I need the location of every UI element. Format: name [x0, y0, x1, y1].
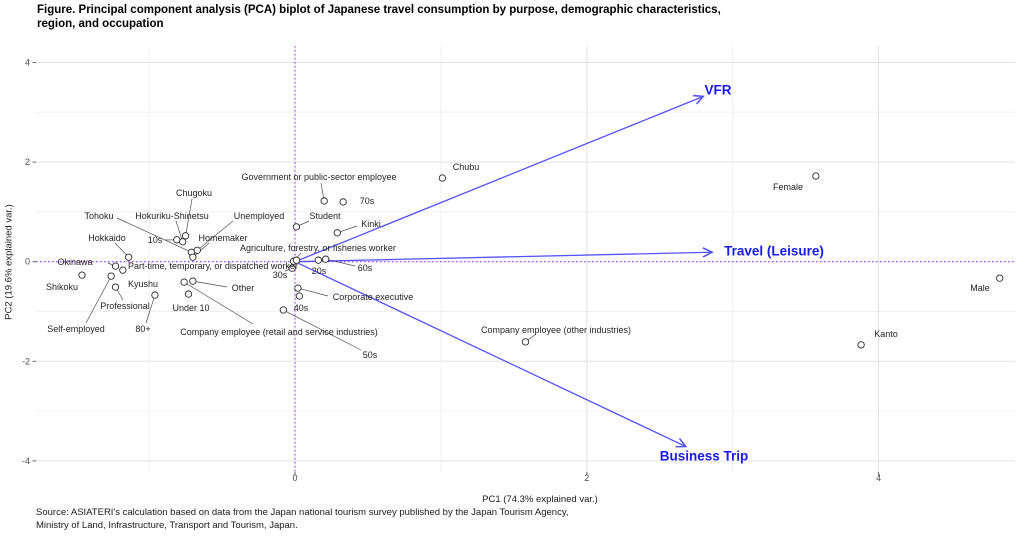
point-label: 40s [294, 303, 309, 313]
point-label: Female [773, 182, 803, 192]
data-point [111, 283, 120, 291]
label-leader-line [116, 217, 192, 253]
data-point [339, 198, 347, 206]
point-label: Company employee (other industries) [481, 325, 631, 335]
data-point [333, 229, 341, 237]
source-note-line2: Ministry of Land, Infrastructure, Transp… [36, 520, 298, 531]
data-point [521, 338, 530, 346]
figure-title-line2: region, and occupation [37, 18, 164, 30]
data-point [151, 291, 159, 299]
figure-title-line1: Figure. Principal component analysis (PC… [37, 4, 721, 16]
label-leader-line [85, 275, 112, 324]
point-label: 10s [148, 235, 163, 245]
data-point [288, 264, 296, 272]
point-label: Agriculture, forestry, or fisheries work… [240, 243, 396, 253]
arrow-label: Business Trip [660, 449, 749, 464]
data-point [292, 256, 301, 264]
arrow-label: Travel (Leisure) [724, 244, 824, 259]
data-point [292, 223, 301, 231]
point-label: Homemaker [198, 233, 247, 243]
y-tick-label: 2 [25, 157, 30, 167]
point-label: Corporate executive [333, 292, 414, 302]
point-label: 60s [358, 263, 373, 273]
point-label: Part-time, temporary, or dispatched work… [128, 261, 298, 271]
x-tick-label: 4 [876, 473, 881, 483]
label-leader-line [192, 280, 228, 288]
biplot-arrow [294, 261, 685, 446]
biplot-arrow [294, 97, 702, 263]
label-leader-line [283, 309, 362, 351]
data-point [107, 272, 115, 280]
y-tick-label: 4 [25, 58, 30, 68]
point-label: Other [232, 283, 255, 293]
data-point [294, 284, 302, 292]
x-tick-label: 0 [292, 473, 297, 483]
label-leader-line [183, 281, 254, 325]
data-point [180, 278, 188, 286]
data-point [438, 174, 447, 182]
data-point [189, 253, 197, 261]
point-label: 20s [312, 266, 327, 276]
y-tick-label: 0 [25, 257, 30, 267]
point-label: Shikoku [46, 282, 78, 292]
data-point [295, 292, 304, 300]
data-point [181, 232, 190, 240]
point-label: Under 10 [172, 303, 209, 313]
point-label: 70s [360, 196, 375, 206]
data-point [125, 253, 133, 261]
point-label: Hokkaido [88, 233, 126, 243]
point-label: Self-employed [47, 324, 105, 334]
point-label: 50s [363, 350, 378, 360]
point-label: Hokuriku-Shinetsu [135, 211, 209, 221]
data-point [193, 246, 201, 254]
point-label: Kyushu [128, 279, 158, 289]
point-label: 80+ [135, 324, 150, 334]
data-point [314, 256, 322, 264]
source-note-line1: Source: ASIATERI's calculation based on … [36, 507, 569, 518]
biplot-arrow [294, 252, 711, 263]
data-point [78, 271, 86, 279]
data-point [111, 262, 120, 270]
point-label: Unemployed [234, 211, 285, 221]
point-label: Chubu [453, 162, 480, 172]
point-label: Government or public-sector employee [241, 172, 396, 182]
point-label: Tohoku [84, 211, 113, 221]
point-label: Kinki [361, 219, 381, 229]
data-point [184, 290, 193, 298]
point-label: Male [970, 283, 990, 293]
point-label: Professional [100, 301, 150, 311]
label-leader-line [297, 287, 329, 297]
data-point [279, 306, 287, 314]
label-leader-line [145, 294, 156, 324]
label-leader-line [197, 220, 234, 251]
x-axis-title: PC1 (74.3% explained var.) [482, 494, 598, 505]
point-label: Kanto [874, 329, 898, 339]
data-point [812, 172, 820, 180]
point-label: Okinawa [57, 257, 92, 267]
point-label: 30s [273, 270, 288, 280]
data-point [173, 236, 181, 244]
point-label: Chugoku [176, 188, 212, 198]
y-tick-label: -4 [22, 456, 30, 466]
data-point [119, 266, 127, 274]
x-tick-label: 2 [584, 473, 589, 483]
point-label: Student [309, 211, 341, 221]
source-note: Source: ASIATERI's calculation based on … [36, 506, 569, 532]
data-point [857, 341, 865, 349]
arrow-label: VFR [705, 83, 732, 98]
data-point [321, 255, 330, 263]
data-point [996, 274, 1004, 282]
data-point [320, 197, 328, 205]
label-leader-line [185, 198, 193, 236]
y-tick-label: -2 [22, 356, 30, 366]
point-label: Company employee (retail and service ind… [180, 327, 378, 337]
figure-title: Figure. Principal component analysis (PC… [37, 3, 721, 31]
data-point [189, 277, 197, 285]
